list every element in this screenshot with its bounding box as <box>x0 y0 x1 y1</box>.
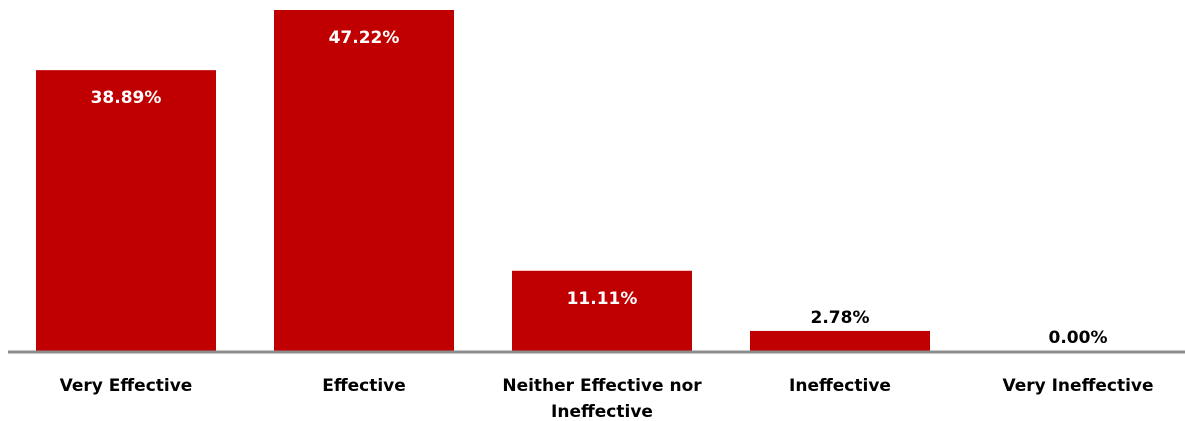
category-label-2: Neither Effective nor Ineffective <box>502 376 702 421</box>
data-label-2: 11.11% <box>567 289 638 309</box>
category-label-4: Very Ineffective <box>1002 376 1153 396</box>
category-label-0: Very Effective <box>60 376 193 396</box>
data-label-0: 38.89% <box>91 88 162 108</box>
data-label-3: 2.78% <box>811 308 870 328</box>
data-label-1: 47.22% <box>329 28 400 48</box>
bar-3 <box>750 330 930 351</box>
data-labels-group: 38.89% 47.22% 11.11% 2.78% 0.00% <box>91 28 1108 348</box>
data-label-4: 0.00% <box>1049 328 1108 348</box>
category-labels-group: Very Effective Effective Neither Effective… <box>60 376 1154 421</box>
bar-2 <box>512 270 692 351</box>
bar-0 <box>36 70 216 352</box>
category-label-1: Effective <box>322 376 406 396</box>
category-label-3: Ineffective <box>789 376 891 396</box>
bar-1 <box>274 10 454 351</box>
bars-group <box>36 10 930 352</box>
